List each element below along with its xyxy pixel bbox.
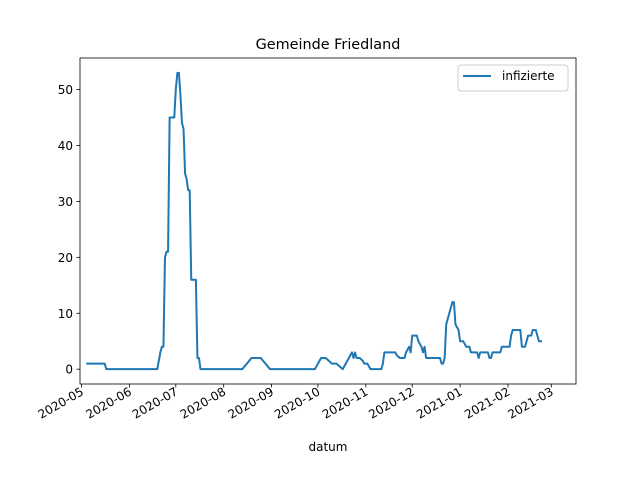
y-axis-ticks: 0 10 20 30 40 50: [58, 83, 80, 377]
plot-frame: [79, 57, 577, 385]
y-tick-label: 50: [58, 83, 73, 97]
legend: infizierte: [457, 64, 569, 92]
y-tick-label: 40: [58, 139, 73, 153]
plot-area: [80, 58, 576, 384]
y-tick-label: 20: [58, 251, 73, 265]
x-axis-label: datum: [309, 440, 348, 454]
y-tick-label: 30: [58, 195, 73, 209]
series-line-infizierte: [86, 71, 543, 371]
legend-label: infizierte: [502, 69, 555, 83]
series-layer: [86, 71, 543, 371]
legend-box: [457, 64, 569, 92]
y-tick-label: 0: [65, 363, 73, 377]
y-tick-label: 10: [58, 307, 73, 321]
chart-title: Gemeinde Friedland: [256, 37, 401, 53]
